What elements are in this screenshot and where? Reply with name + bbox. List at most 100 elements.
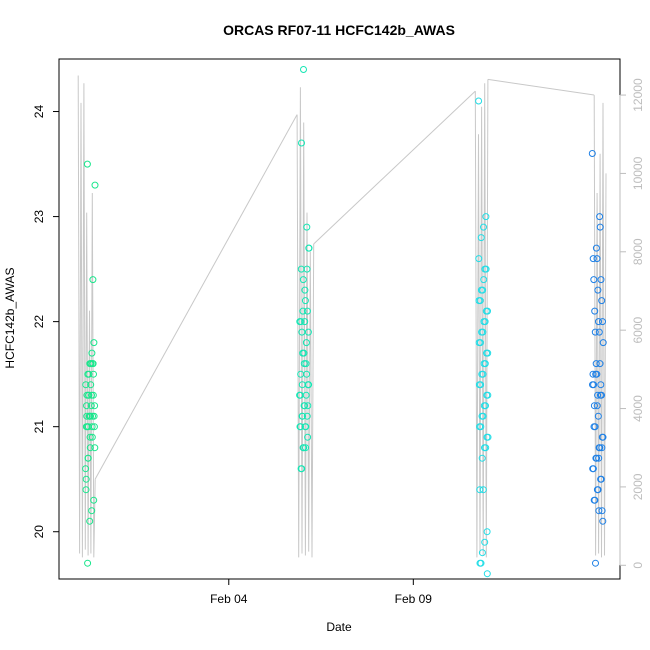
data-point	[90, 370, 97, 378]
data-point	[594, 391, 602, 399]
data-point	[484, 349, 492, 357]
data-point	[479, 486, 487, 494]
data-point	[593, 255, 601, 263]
data-point	[599, 517, 607, 525]
altitude-transit-line	[94, 114, 298, 480]
data-point	[599, 339, 607, 347]
left-axis-tick-label: 24	[32, 105, 46, 119]
data-point	[297, 370, 305, 378]
data-point	[88, 433, 96, 441]
data-point	[301, 297, 309, 305]
right-axis: 0 2000 4000 6000 8000 10000 12000	[619, 78, 645, 569]
data-point	[595, 507, 603, 515]
data-point	[595, 444, 603, 452]
data-point	[598, 433, 606, 441]
data-point	[82, 475, 90, 483]
data-point	[479, 286, 487, 294]
data-point	[484, 433, 492, 441]
data-point	[82, 486, 90, 494]
data-point	[304, 433, 312, 441]
left-axis-tick-label: 22	[32, 315, 46, 329]
data-point	[475, 255, 483, 263]
data-point	[90, 339, 98, 347]
data-point	[595, 328, 603, 336]
data-point	[597, 475, 605, 483]
data-point	[593, 486, 601, 494]
data-point	[86, 444, 94, 452]
right-axis-tick-label: 8000	[631, 238, 645, 265]
data-point	[592, 360, 600, 368]
right-axis-tick-label: 12000	[631, 78, 645, 112]
data-point	[591, 328, 599, 336]
data-point	[87, 402, 95, 410]
data-point	[89, 276, 97, 284]
data-point	[86, 433, 94, 441]
right-axis-tick-label: 4000	[631, 395, 645, 422]
data-point	[481, 265, 489, 273]
data-point	[303, 412, 311, 420]
data-point	[303, 307, 311, 315]
bottom-axis-tick-label: Feb 09	[395, 592, 433, 606]
data-point	[480, 223, 487, 231]
data-point	[83, 412, 91, 420]
data-point	[598, 444, 606, 452]
data-point	[589, 255, 597, 263]
data-point	[298, 465, 306, 473]
data-point	[594, 412, 602, 420]
data-point	[592, 244, 600, 252]
altitude-transit-line	[487, 78, 595, 96]
data-point	[598, 507, 606, 515]
data-point	[478, 454, 486, 462]
data-point	[84, 559, 92, 567]
data-point	[588, 150, 596, 157]
left-axis: 20 21 22 23 24	[32, 105, 60, 539]
data-point	[589, 465, 597, 473]
data-point	[481, 318, 489, 326]
data-point	[479, 370, 487, 378]
data-point	[477, 559, 485, 567]
data-point	[91, 181, 99, 189]
y-axis-label: HCFC142b_AWAS	[3, 267, 17, 368]
data-point	[482, 213, 490, 221]
data-point	[590, 423, 598, 431]
altitude-flight-trace	[593, 95, 607, 558]
data-point	[593, 402, 601, 410]
data-point	[305, 244, 313, 252]
data-point	[476, 297, 484, 305]
data-point	[82, 381, 90, 389]
left-axis-tick-label: 21	[32, 420, 46, 434]
data-point	[304, 328, 312, 336]
data-point	[477, 234, 485, 242]
data-point	[85, 391, 93, 399]
chart-title: ORCAS RF07-11 HCFC142b_AWAS	[223, 22, 455, 38]
data-point	[597, 381, 605, 389]
data-point	[482, 444, 490, 452]
data-point	[88, 507, 96, 515]
data-point	[91, 444, 99, 452]
right-axis-tick-label: 10000	[631, 156, 645, 190]
data-point	[480, 276, 488, 284]
data-point	[477, 381, 485, 389]
altitude-flight-trace	[77, 75, 96, 558]
data-point	[592, 370, 600, 378]
data-point	[298, 381, 306, 389]
altitude-transit-line	[313, 90, 476, 245]
data-point	[595, 318, 602, 326]
data-point	[298, 412, 306, 420]
left-axis-tick-label: 20	[32, 525, 46, 539]
data-point	[590, 496, 598, 504]
points-layer	[82, 66, 607, 578]
data-point	[88, 349, 96, 357]
data-point	[88, 391, 95, 399]
data-point	[300, 402, 308, 410]
data-point	[83, 402, 91, 410]
data-point	[475, 97, 483, 105]
plot-frame	[58, 58, 621, 580]
data-point	[297, 318, 305, 326]
data-point	[592, 454, 600, 462]
data-point	[590, 402, 598, 410]
data-point	[301, 286, 309, 294]
data-point	[589, 381, 596, 389]
data-point	[88, 423, 96, 431]
data-point	[298, 139, 305, 147]
